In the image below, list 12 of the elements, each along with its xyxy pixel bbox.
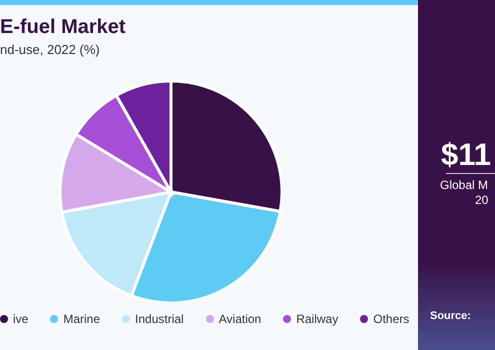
source-note: Source: bbox=[430, 310, 471, 322]
text: Global M bbox=[440, 178, 488, 192]
legend-label: Marine bbox=[63, 312, 100, 326]
text: 20 bbox=[475, 193, 488, 207]
legend-label: Aviation bbox=[218, 312, 262, 326]
chart-subtitle: nd-use, 2022 (%) bbox=[0, 42, 100, 57]
legend-label: Railway bbox=[296, 312, 338, 326]
legend-label: Industrial bbox=[135, 312, 184, 326]
chart-title: E-fuel Market bbox=[0, 16, 126, 39]
legend-label: Others bbox=[373, 312, 410, 326]
legend-label: ive bbox=[13, 312, 28, 326]
text: $11 bbox=[441, 137, 492, 173]
